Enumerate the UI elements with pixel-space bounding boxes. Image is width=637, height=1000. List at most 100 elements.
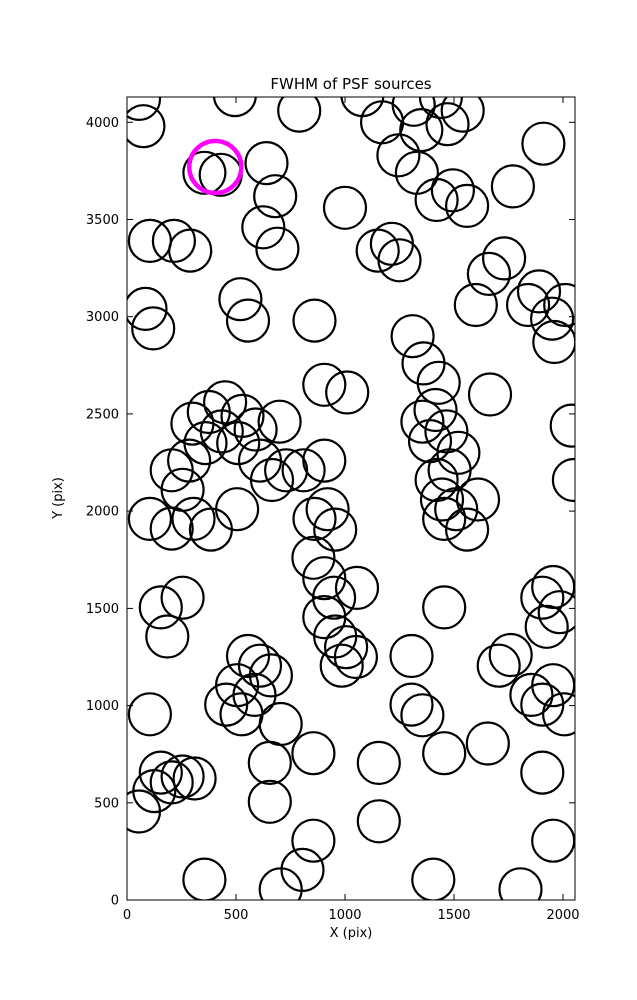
scatter-point <box>391 97 436 127</box>
scatter-point <box>453 282 498 328</box>
y-axis-label: Y (pix) <box>51 477 66 520</box>
scatter-point <box>532 319 575 365</box>
scatter-point <box>482 236 527 281</box>
scatter-point <box>312 575 357 620</box>
scatter-point <box>445 183 490 228</box>
scatter-point <box>529 296 575 341</box>
scatter-point <box>531 564 575 610</box>
scatter-point <box>127 104 166 149</box>
scatter-point <box>182 857 227 900</box>
scatter-point <box>149 506 194 551</box>
scatter-point <box>413 387 458 433</box>
scatter-point <box>182 150 227 195</box>
scatter-point <box>427 448 472 493</box>
scatter-point <box>356 740 401 786</box>
scatter-points-group <box>127 97 575 900</box>
scatter-point <box>291 535 336 580</box>
scatter-point <box>127 692 172 737</box>
scatter-point <box>422 731 467 776</box>
scatter-point <box>225 633 271 679</box>
scatter-point <box>434 487 479 532</box>
scatter-point <box>424 409 469 454</box>
scatter-point <box>319 643 364 688</box>
y-tick-label: 3500 <box>86 213 119 228</box>
scatter-point <box>389 682 434 727</box>
scatter-point <box>524 604 569 649</box>
scatter-point <box>520 575 565 620</box>
chart-title: FWHM of PSF sources <box>270 75 431 93</box>
scatter-point <box>138 585 183 630</box>
x-tick-label: 1500 <box>437 908 470 923</box>
scatter-point <box>488 632 533 678</box>
y-tick-label: 3000 <box>86 310 119 325</box>
scatter-point <box>490 164 536 209</box>
y-tick-label: 1000 <box>86 699 119 714</box>
scatter-point <box>291 731 336 776</box>
scatter-point <box>244 141 289 186</box>
scatter-point <box>416 360 461 405</box>
scatter-point <box>257 399 302 444</box>
scatter-point <box>313 507 358 552</box>
scatter-point <box>292 298 337 343</box>
scatter-point <box>377 238 422 283</box>
scatter-point <box>291 818 336 863</box>
y-tick-label: 1500 <box>86 602 119 617</box>
highlighted-source-marker <box>187 138 244 196</box>
y-tick-label: 2000 <box>86 505 119 520</box>
scatter-point <box>131 306 176 351</box>
scatter-point <box>325 370 370 415</box>
scatter-point <box>418 97 463 120</box>
scatter-point <box>322 185 368 230</box>
scatter-point <box>127 286 168 331</box>
scatter-point <box>549 403 575 448</box>
scatter-point <box>183 421 228 466</box>
scatter-point <box>167 438 212 483</box>
scatter-point <box>225 298 271 343</box>
scatter-point <box>138 750 183 795</box>
scatter-point <box>280 847 325 893</box>
scatter-point <box>422 496 467 542</box>
axis-ticks-group: 0 500 1000 1500 2000 0 500 1000 1500 2000 2500 3000… <box>86 97 580 923</box>
scatter-point <box>247 779 292 824</box>
scatter-point <box>521 121 566 166</box>
scatter-point <box>172 756 217 801</box>
scatter-point <box>498 867 543 900</box>
scatter-point <box>305 487 350 532</box>
y-tick-label: 2500 <box>86 407 119 422</box>
x-tick-label: 1000 <box>328 908 361 923</box>
scatter-point <box>302 556 347 601</box>
scatter-point <box>430 168 475 213</box>
scatter-point <box>168 228 213 273</box>
scatter-point <box>160 754 205 799</box>
x-tick-label: 500 <box>224 908 249 923</box>
scatter-point <box>215 487 260 532</box>
scatter-point <box>509 672 554 718</box>
scatter-point <box>281 448 326 493</box>
scatter-point <box>212 97 257 118</box>
scatter-point <box>376 133 421 178</box>
scatter-point <box>333 634 378 680</box>
x-tick-label: 0 <box>123 908 131 923</box>
scatter-point <box>127 496 172 542</box>
scatter-point <box>537 590 575 635</box>
scatter-point <box>466 251 511 296</box>
y-tick-label: 4000 <box>86 116 119 131</box>
scatter-point <box>277 97 322 133</box>
scatter-point <box>520 750 565 795</box>
scatter-point <box>302 362 347 407</box>
scatter-point <box>127 97 162 121</box>
scatter-point <box>399 108 444 153</box>
scatter-point <box>218 277 263 322</box>
scatter-point <box>411 857 456 900</box>
scatter-point <box>400 693 445 738</box>
scatter-point <box>255 226 300 271</box>
scatter-point <box>465 721 510 766</box>
scatter-point <box>551 457 575 503</box>
scatter-point <box>425 102 470 147</box>
x-tick-label: 2000 <box>546 908 579 923</box>
scatter-point <box>334 565 380 611</box>
y-tick-label: 500 <box>94 796 119 811</box>
scatter-point <box>199 409 244 454</box>
scatter-point <box>414 177 459 223</box>
scatter-point <box>264 448 309 493</box>
